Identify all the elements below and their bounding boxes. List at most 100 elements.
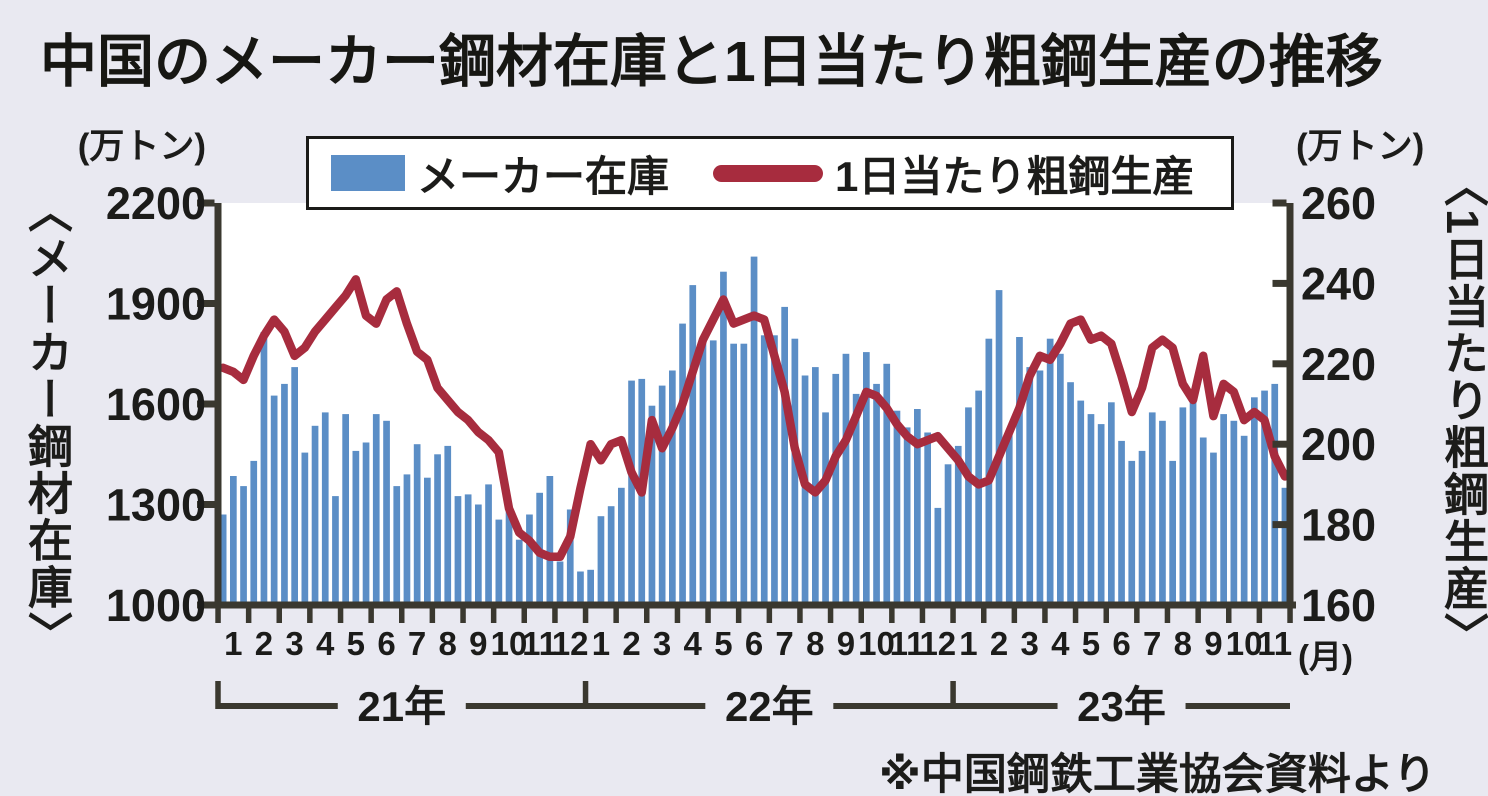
inventory-bar xyxy=(822,412,829,605)
inventory-bar xyxy=(903,427,911,605)
inventory-bar xyxy=(1159,420,1166,606)
month-tick xyxy=(1011,608,1018,623)
month-tick xyxy=(613,608,619,623)
legend-bar-label: メーカー在庫 xyxy=(417,152,670,200)
inventory-bar xyxy=(1138,450,1146,605)
inventory-bar xyxy=(1199,437,1207,605)
inventory-bar xyxy=(699,337,707,605)
inventory-bar xyxy=(740,343,748,605)
inventory-bar xyxy=(403,474,411,605)
month-tick xyxy=(1226,608,1232,623)
source-note: ※中国鋼鉄工業協会資料より xyxy=(879,751,1436,796)
inventory-bar xyxy=(1281,487,1289,606)
month-label: 4 xyxy=(684,625,703,662)
month-label: 3 xyxy=(1021,625,1039,662)
inventory-bar xyxy=(1251,397,1258,605)
inventory-bar xyxy=(924,432,931,605)
inventory-bar xyxy=(321,412,329,605)
left-axis-tick xyxy=(197,601,215,609)
month-tick xyxy=(981,608,987,623)
month-label: 11 xyxy=(890,625,925,662)
month-tick xyxy=(1287,608,1293,623)
inventory-bar xyxy=(444,445,452,605)
right-axis-unit: (万トン) xyxy=(1296,127,1425,166)
month-label: 1 xyxy=(959,625,977,662)
left-axis-tick xyxy=(197,400,215,408)
inventory-bar xyxy=(760,335,768,605)
left-axis-tick xyxy=(197,300,215,307)
inventory-bar xyxy=(270,395,278,605)
left-axis-tick-label: 1600 xyxy=(106,379,206,430)
inventory-bar xyxy=(1077,400,1085,605)
inventory-swatch-icon xyxy=(331,155,405,191)
month-label: 10 xyxy=(858,625,895,662)
month-label: 5 xyxy=(347,625,365,662)
inventory-bar xyxy=(424,477,431,605)
inventory-bar xyxy=(791,338,799,605)
month-tick xyxy=(827,608,834,623)
inventory-bar xyxy=(1097,424,1105,605)
inventory-bar xyxy=(781,306,788,605)
month-tick xyxy=(552,608,558,623)
inventory-bar xyxy=(832,373,840,605)
month-tick xyxy=(1134,608,1140,623)
inventory-bar xyxy=(965,407,972,605)
left-axis-title: 〈メーカー鋼材在庫〉 xyxy=(21,188,72,658)
inventory-bar xyxy=(607,506,615,605)
month-tick xyxy=(245,608,252,623)
month-label: 8 xyxy=(1174,625,1192,662)
inventory-bar xyxy=(1271,383,1279,605)
inventory-bar xyxy=(1169,460,1176,605)
x-axis-line xyxy=(211,601,1296,609)
year-bracket-line xyxy=(585,703,706,709)
inventory-bar xyxy=(720,271,727,605)
right-axis-tick-label: 180 xyxy=(1301,500,1376,551)
month-label: 3 xyxy=(285,625,303,662)
month-tick xyxy=(858,608,864,623)
inventory-bar xyxy=(944,464,952,605)
inventory-bar xyxy=(679,323,686,605)
year-bracket-line xyxy=(218,703,338,709)
inventory-bar xyxy=(1230,420,1238,606)
month-label: 4 xyxy=(1051,625,1070,662)
month-label: 8 xyxy=(439,625,457,662)
right-axis-tick xyxy=(1272,601,1287,609)
month-tick xyxy=(1042,608,1048,623)
inventory-bar xyxy=(1261,390,1268,605)
month-label: 2 xyxy=(255,625,273,662)
inventory-bar xyxy=(1016,337,1023,605)
inventory-bar xyxy=(291,367,298,605)
inventory-bar xyxy=(587,569,594,605)
inventory-bar xyxy=(362,442,370,605)
legend: メーカー在庫 1日当たり粗鋼生産 xyxy=(306,136,1234,210)
inventory-bar xyxy=(934,507,942,605)
inventory-bar xyxy=(413,444,421,605)
inventory-bar xyxy=(1128,460,1136,605)
month-tick xyxy=(276,608,282,623)
year-label: 23年 xyxy=(1077,683,1166,730)
x-axis-unit-label: (月) xyxy=(1298,638,1353,675)
month-tick xyxy=(368,608,374,623)
inventory-bar xyxy=(628,380,635,605)
inventory-bar xyxy=(1210,452,1217,605)
left-axis-tick-label: 1900 xyxy=(106,279,206,330)
inventory-bar xyxy=(301,452,309,605)
right-axis-title: 〈1日当たり粗鋼生産〉 xyxy=(1437,162,1488,660)
inventory-bar xyxy=(240,486,247,605)
month-tick xyxy=(215,608,221,623)
inventory-bar xyxy=(1026,367,1034,605)
right-axis-tick xyxy=(1272,360,1287,368)
month-tick xyxy=(705,608,711,623)
inventory-bar xyxy=(1240,435,1248,605)
month-tick xyxy=(521,608,527,623)
right-axis-tick-label: 160 xyxy=(1301,580,1376,631)
month-tick xyxy=(1256,608,1263,623)
inventory-bar xyxy=(1189,393,1197,605)
inventory-bar xyxy=(495,519,503,605)
inventory-bar xyxy=(250,460,258,605)
inventory-bar xyxy=(577,571,584,605)
inventory-bar xyxy=(454,496,462,605)
inventory-bar xyxy=(372,414,380,605)
month-label: 4 xyxy=(316,625,335,662)
month-label: 12 xyxy=(552,625,589,662)
